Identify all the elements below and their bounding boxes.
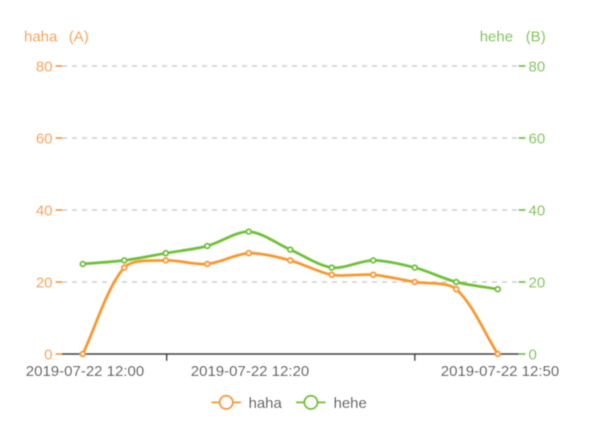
svg-text:20: 20 <box>529 274 546 291</box>
svg-text:2019-07-22 12:20: 2019-07-22 12:20 <box>191 363 309 380</box>
svg-text:40: 40 <box>36 202 53 219</box>
svg-text:hehe: hehe <box>480 28 513 45</box>
svg-text:40: 40 <box>529 202 546 219</box>
svg-text:60: 60 <box>529 130 546 147</box>
svg-text:80: 80 <box>529 58 546 75</box>
svg-text:haha: haha <box>249 395 283 412</box>
svg-text:(B): (B) <box>526 28 546 45</box>
svg-text:20: 20 <box>36 274 53 291</box>
svg-text:0: 0 <box>529 346 537 363</box>
svg-text:haha: haha <box>24 28 58 45</box>
svg-text:(A): (A) <box>69 28 89 45</box>
svg-text:80: 80 <box>36 58 53 75</box>
svg-text:0: 0 <box>44 346 52 363</box>
svg-text:2019-07-22 12:50: 2019-07-22 12:50 <box>441 363 559 380</box>
svg-text:2019-07-22 12:00: 2019-07-22 12:00 <box>26 363 144 380</box>
svg-text:hehe: hehe <box>334 395 367 412</box>
svg-text:60: 60 <box>36 130 53 147</box>
